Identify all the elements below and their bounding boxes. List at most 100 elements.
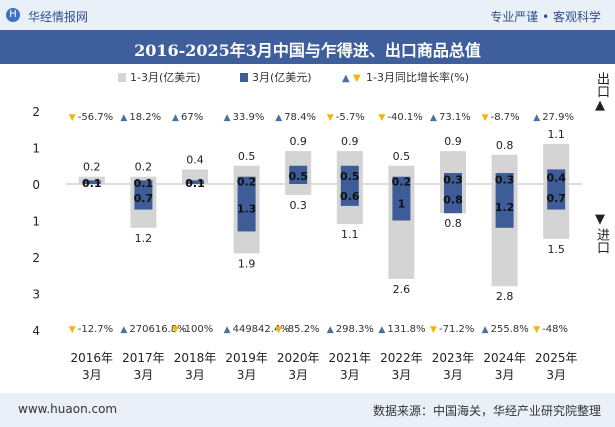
data-label-cumulative-export: 0.9 [341, 135, 359, 148]
growth-export-label: 18.2% [129, 112, 161, 123]
data-label-month-export: 0.2 [392, 175, 412, 188]
bar-cumulative-import [285, 184, 312, 195]
growth-up-arrow-icon: ▲ [172, 113, 179, 123]
x-tick-label-year: 2019年 [225, 351, 268, 365]
data-label-month-import: 0.7 [546, 192, 566, 205]
data-label-month-import: 1 [398, 197, 406, 210]
y-tick-export: 2 [32, 105, 40, 119]
growth-export-label: -8.7% [491, 112, 520, 123]
data-label-cumulative-import: 1.1 [341, 228, 359, 241]
bar-month-export [392, 176, 411, 184]
data-label-month-import: 1.3 [237, 203, 257, 216]
x-tick-label-month: 3月 [443, 368, 463, 382]
data-label-month-export: 0.3 [495, 174, 515, 187]
data-label-month-import: 1.2 [495, 201, 515, 214]
y-tick-import: 1 [32, 215, 40, 229]
growth-import-label: -12.7% [78, 324, 113, 335]
growth-import-label: -100% [181, 324, 213, 335]
growth-import-label: 131.8% [387, 324, 425, 335]
x-tick-label-year: 2023年 [432, 351, 475, 365]
x-tick-label-month: 3月 [392, 368, 412, 382]
growth-up-arrow-icon: ▲ [327, 325, 334, 335]
bar-month-import [134, 184, 153, 210]
growth-up-arrow-icon: ▲ [482, 325, 489, 335]
x-tick-label-year: 2022年 [380, 351, 423, 365]
growth-import-label: -71.2% [439, 324, 474, 335]
data-label-month-export: 0.5 [340, 170, 360, 183]
title-bar: 2016-2025年3月中国与乍得进、出口商品总值 [0, 30, 615, 64]
y-tick-import: 2 [32, 251, 40, 265]
bar-month-export [134, 180, 153, 184]
import-side-label: ▼ 进口 [593, 212, 609, 254]
growth-down-arrow-icon: ▼ [327, 113, 334, 123]
legend-down-arrow-icon: ▼ [353, 73, 361, 84]
x-tick-label-year: 2020年 [277, 351, 320, 365]
export-side-label: 出口 ▲ [593, 72, 609, 114]
site-url: www.huaon.com [18, 402, 118, 416]
bar-month-export [444, 173, 462, 184]
legend-label-month: 3月(亿美元) [252, 71, 312, 84]
growth-up-arrow-icon: ▲ [378, 325, 385, 335]
x-tick-label-month: 3月 [340, 368, 360, 382]
legend-swatch-cumulative [118, 73, 126, 82]
data-label-month-import: 0.7 [134, 192, 154, 205]
growth-export-label: -56.7% [78, 112, 113, 123]
bar-month-import [547, 184, 566, 210]
x-tick-label-year: 2017年 [122, 351, 165, 365]
footer-bar: www.huaon.com 数据来源：中国海关，华经产业研究院整理 [0, 393, 615, 427]
legend-label-cumulative: 1-3月(亿美元) [130, 71, 201, 84]
x-tick-label-year: 2025年 [535, 351, 578, 365]
growth-import-label: 270616.8% [129, 324, 186, 335]
data-label-month-export: 0.2 [237, 175, 257, 188]
growth-export-label: 33.9% [233, 112, 265, 123]
data-label-cumulative-import: 1.2 [135, 232, 153, 245]
growth-import-label: -85.2% [284, 324, 319, 335]
data-label-cumulative-export: 1.1 [547, 128, 565, 141]
data-label-cumulative-import: 2.6 [393, 283, 411, 296]
data-label-cumulative-export: 0.5 [238, 150, 256, 163]
x-tick-label-year: 2018年 [174, 351, 217, 365]
data-label-month-export: 0.4 [546, 172, 566, 185]
data-label-cumulative-export: 0.8 [496, 139, 514, 152]
growth-export-label: 78.4% [284, 112, 316, 123]
x-tick-label-month: 3月 [288, 368, 308, 382]
data-label-month-export: 0.1 [134, 177, 154, 190]
data-label-month-import: 0.6 [340, 190, 360, 203]
growth-down-arrow-icon: ▼ [430, 325, 437, 335]
data-label-month-import: 0.8 [443, 194, 463, 207]
growth-import-label: 298.3% [336, 324, 374, 335]
growth-up-arrow-icon: ▲ [430, 113, 437, 123]
data-label-month-export: 0.1 [82, 177, 102, 190]
data-label-cumulative-export: 0.5 [393, 150, 411, 163]
export-arrow-icon: ▲ [595, 98, 605, 113]
growth-down-arrow-icon: ▼ [69, 113, 76, 123]
x-tick-label-month: 3月 [185, 368, 205, 382]
y-tick-export: 1 [32, 142, 40, 156]
bar-month-export [547, 169, 566, 184]
legend-label-growth: 1-3月同比增长率(%) [366, 70, 469, 84]
bar-month-import [237, 184, 256, 232]
growth-export-label: 73.1% [439, 112, 471, 123]
growth-import-label: 255.8% [491, 324, 529, 335]
bar-month-export [340, 165, 359, 184]
data-label-month-export: 0.1 [185, 177, 205, 190]
x-tick-label-year: 2021年 [329, 351, 372, 365]
growth-export-label: 27.9% [542, 112, 574, 123]
data-label-cumulative-import: 1.9 [238, 257, 256, 270]
bar-month-export [82, 180, 101, 184]
data-label-cumulative-export: 0.2 [135, 161, 153, 174]
growth-up-arrow-icon: ▲ [533, 113, 540, 123]
x-tick-label-month: 3月 [546, 368, 566, 382]
y-tick-import: 3 [32, 288, 40, 302]
data-label-month-export: 0.5 [288, 170, 308, 183]
export-label: 出口 [594, 72, 609, 98]
growth-down-arrow-icon: ▼ [69, 325, 76, 335]
logo-icon: H [6, 8, 20, 22]
data-label-cumulative-export: 0.9 [289, 135, 307, 148]
growth-down-arrow-icon: ▼ [378, 113, 385, 123]
x-tick-label-year: 2016年 [71, 351, 114, 365]
growth-up-arrow-icon: ▲ [120, 113, 127, 123]
import-label: 进口 [594, 228, 609, 254]
legend-up-arrow-icon: ▲ [342, 73, 350, 84]
bar-month-export [186, 180, 204, 184]
